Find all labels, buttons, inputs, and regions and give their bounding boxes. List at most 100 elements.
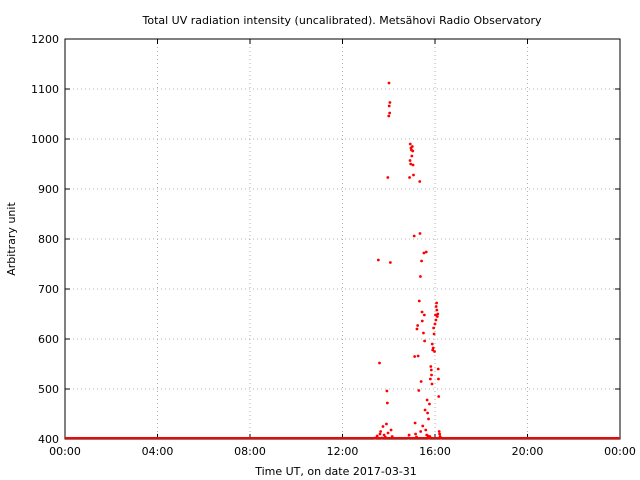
data-point bbox=[388, 111, 392, 115]
data-point bbox=[428, 377, 432, 381]
data-point bbox=[385, 401, 389, 405]
grid-lines bbox=[65, 39, 620, 439]
data-point bbox=[415, 435, 418, 439]
data-point bbox=[416, 354, 420, 358]
x-tick-label: 20:00 bbox=[512, 445, 544, 458]
data-point bbox=[435, 308, 439, 312]
y-tick-label: 400 bbox=[38, 433, 59, 446]
data-point bbox=[423, 408, 427, 412]
data-point bbox=[410, 154, 414, 158]
data-point bbox=[431, 346, 435, 350]
x-tick-label: 00:00 bbox=[49, 445, 81, 458]
data-point bbox=[432, 326, 436, 330]
data-point bbox=[413, 355, 417, 358]
data-point bbox=[381, 425, 385, 428]
data-point bbox=[420, 259, 423, 263]
data-point bbox=[436, 367, 440, 371]
data-point bbox=[429, 365, 433, 368]
data-point bbox=[437, 395, 441, 398]
data-point bbox=[422, 331, 425, 335]
data-point bbox=[425, 398, 429, 402]
data-point bbox=[375, 434, 379, 438]
data-point bbox=[419, 380, 423, 383]
data-point bbox=[418, 180, 422, 183]
x-tick-label: 16:00 bbox=[419, 445, 451, 458]
data-point bbox=[417, 299, 421, 303]
data-point bbox=[387, 81, 391, 85]
y-tick-label: 600 bbox=[38, 333, 59, 346]
data-point bbox=[409, 162, 413, 166]
y-tick-label: 900 bbox=[38, 183, 59, 196]
data-point bbox=[432, 332, 436, 336]
y-tick-label: 1100 bbox=[31, 83, 59, 96]
x-tick-label: 12:00 bbox=[327, 445, 359, 458]
data-point bbox=[380, 436, 384, 440]
data-point bbox=[430, 382, 434, 386]
data-point bbox=[414, 432, 417, 436]
data-point bbox=[439, 436, 443, 440]
data-point bbox=[376, 258, 380, 262]
data-point bbox=[429, 368, 433, 372]
data-point bbox=[408, 142, 412, 146]
data-point bbox=[437, 377, 440, 381]
data-point bbox=[415, 327, 419, 331]
data-point bbox=[434, 318, 438, 322]
data-point bbox=[413, 421, 417, 425]
data-point bbox=[385, 422, 388, 426]
data-point bbox=[428, 435, 432, 438]
data-points bbox=[65, 81, 620, 440]
data-point bbox=[422, 251, 426, 255]
data-point bbox=[424, 250, 428, 254]
data-point bbox=[422, 313, 426, 317]
y-tick-label: 800 bbox=[38, 233, 59, 246]
data-point bbox=[387, 114, 391, 118]
data-point bbox=[383, 435, 387, 439]
data-point bbox=[424, 428, 428, 432]
data-point bbox=[387, 104, 391, 108]
data-point bbox=[373, 436, 377, 440]
data-point bbox=[423, 339, 426, 343]
y-tick-label: 1200 bbox=[31, 33, 59, 46]
data-point bbox=[411, 149, 415, 153]
data-point bbox=[421, 424, 425, 428]
data-point bbox=[435, 315, 439, 318]
data-point bbox=[433, 322, 437, 326]
data-point bbox=[436, 312, 440, 316]
data-point bbox=[389, 428, 393, 432]
data-point bbox=[434, 305, 438, 308]
axis-ticks: 400 500 600 700 800 900 1000 1100 1200 00:00 04:00… bbox=[31, 33, 636, 458]
data-point bbox=[434, 313, 437, 317]
data-point bbox=[410, 145, 414, 148]
x-axis-label: Time UT, on date 2017-03-31 bbox=[254, 465, 417, 478]
data-point bbox=[418, 232, 422, 235]
data-point bbox=[408, 176, 411, 179]
data-point bbox=[407, 433, 411, 437]
chart-title: Total UV radiation intensity (uncalibrat… bbox=[142, 14, 542, 27]
data-point bbox=[416, 324, 420, 327]
data-point bbox=[420, 310, 424, 314]
data-point bbox=[390, 435, 394, 438]
data-point bbox=[407, 436, 410, 440]
data-point bbox=[378, 361, 381, 365]
y-tick-label: 500 bbox=[38, 383, 59, 396]
data-point bbox=[388, 261, 392, 264]
data-point bbox=[417, 389, 421, 392]
data-point bbox=[411, 163, 415, 167]
data-point bbox=[419, 430, 423, 433]
data-point bbox=[412, 173, 415, 177]
data-point bbox=[433, 350, 436, 353]
data-point bbox=[408, 159, 412, 162]
data-point bbox=[379, 430, 383, 433]
y-tick-label: 700 bbox=[38, 283, 59, 296]
x-tick-label: 08:00 bbox=[234, 445, 266, 458]
data-point bbox=[386, 431, 390, 435]
data-point bbox=[428, 402, 431, 406]
data-point bbox=[419, 275, 422, 278]
data-point bbox=[420, 319, 424, 323]
data-point bbox=[388, 101, 392, 104]
data-point bbox=[426, 411, 429, 415]
data-point bbox=[427, 417, 430, 421]
data-point bbox=[437, 430, 441, 433]
data-point bbox=[430, 342, 434, 346]
